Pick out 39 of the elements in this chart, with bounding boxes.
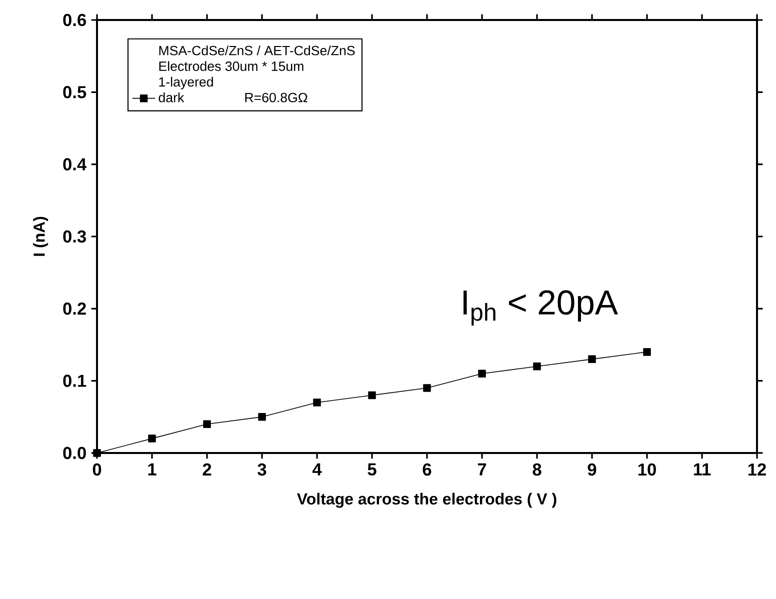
point <box>258 413 266 421</box>
annotation: 1-layered <box>159 76 213 90</box>
point <box>423 384 431 392</box>
point <box>368 391 376 400</box>
point <box>643 348 651 356</box>
y-tick-label: 0.5 <box>63 86 86 98</box>
annotation: Electrodes 30um * 15um <box>159 61 304 71</box>
point <box>93 449 101 457</box>
x-tick-label: 10 <box>638 463 656 476</box>
x-tick-label: 8 <box>532 463 542 476</box>
y-axis-title: I (nA) <box>33 216 48 256</box>
annotation: R=60.8GΩ <box>245 92 308 102</box>
x-tick-label: 4 <box>312 463 322 476</box>
x-axis-title: Voltage across the electrodes ( V ) <box>296 492 556 508</box>
legend-title: MSA-CdSe/ZnS / AET-CdSe/ZnS <box>159 46 355 56</box>
x-tick-label: 11 <box>694 463 711 476</box>
point <box>148 434 156 442</box>
legend-label: dark <box>158 92 184 102</box>
x-tick-label: 0 <box>92 463 102 476</box>
x-tick-label: 7 <box>478 463 486 476</box>
x-tick-label: 2 <box>202 463 212 476</box>
x-tick-label: 12 <box>748 463 766 476</box>
point <box>478 370 486 378</box>
point <box>313 398 321 406</box>
point <box>203 420 211 428</box>
x-tick-label: 5 <box>368 463 376 476</box>
point <box>533 362 541 370</box>
y-tick-label: 0.4 <box>63 158 87 170</box>
x-tick-label: 9 <box>588 463 596 476</box>
x-tick-label: 3 <box>258 463 266 476</box>
point <box>588 355 596 364</box>
y-tick-label: 0.2 <box>63 302 86 315</box>
annotation: I$_{ph}$ < 20pA <box>464 290 618 326</box>
y-tick-label: 0.6 <box>63 14 86 26</box>
x-tick-label: 6 <box>422 463 432 476</box>
x-tick-label: 1 <box>148 463 156 476</box>
y-tick-label: 0.1 <box>63 374 86 387</box>
y-tick-label: 0.0 <box>63 446 86 460</box>
y-tick-label: 0.3 <box>63 230 86 243</box>
